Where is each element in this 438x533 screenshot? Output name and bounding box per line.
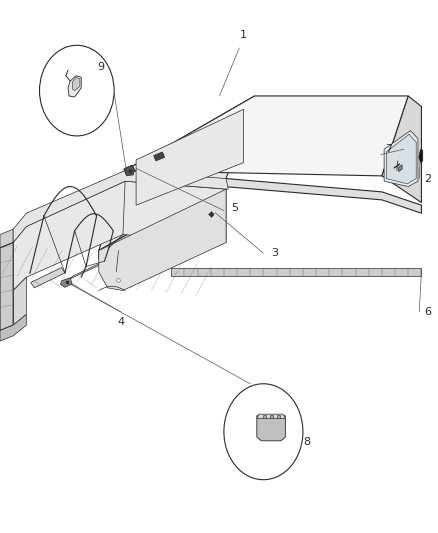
Polygon shape: [383, 131, 417, 187]
Text: 2: 2: [424, 174, 431, 183]
Polygon shape: [276, 415, 279, 418]
Text: 7: 7: [384, 144, 391, 154]
Polygon shape: [68, 76, 81, 97]
Polygon shape: [256, 416, 285, 441]
Polygon shape: [124, 165, 134, 176]
Polygon shape: [13, 181, 226, 290]
Polygon shape: [0, 229, 13, 248]
Circle shape: [39, 45, 114, 136]
Text: 5: 5: [231, 203, 238, 213]
Polygon shape: [13, 171, 228, 243]
Polygon shape: [60, 278, 72, 287]
Polygon shape: [398, 165, 401, 172]
Polygon shape: [153, 152, 164, 161]
Polygon shape: [256, 414, 285, 418]
Polygon shape: [269, 415, 272, 418]
Polygon shape: [31, 268, 65, 288]
Polygon shape: [0, 243, 13, 330]
Polygon shape: [72, 77, 80, 91]
Polygon shape: [385, 134, 415, 184]
Polygon shape: [99, 189, 226, 290]
Circle shape: [223, 384, 302, 480]
Polygon shape: [68, 261, 104, 280]
Text: 4: 4: [117, 318, 124, 327]
Polygon shape: [99, 96, 254, 251]
Polygon shape: [262, 415, 265, 418]
Polygon shape: [381, 96, 420, 203]
Text: 3: 3: [270, 248, 277, 258]
Text: 9: 9: [97, 62, 104, 71]
Polygon shape: [99, 179, 420, 259]
Polygon shape: [13, 277, 26, 325]
Text: 6: 6: [424, 307, 431, 317]
Polygon shape: [171, 268, 420, 276]
Text: 8: 8: [303, 438, 310, 447]
Polygon shape: [136, 109, 243, 205]
Polygon shape: [125, 96, 407, 176]
Text: 1: 1: [240, 30, 247, 39]
Polygon shape: [124, 165, 134, 174]
Polygon shape: [0, 314, 26, 341]
Polygon shape: [418, 149, 422, 163]
